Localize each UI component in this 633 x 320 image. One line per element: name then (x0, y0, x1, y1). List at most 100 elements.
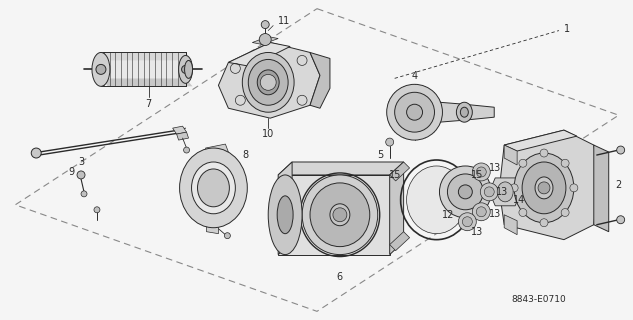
Text: 6: 6 (337, 273, 343, 283)
Circle shape (448, 174, 483, 210)
Text: 13: 13 (489, 163, 501, 173)
Text: 14: 14 (513, 195, 525, 205)
Text: 12: 12 (442, 210, 454, 220)
Text: 13: 13 (496, 187, 508, 197)
Circle shape (458, 185, 472, 199)
Ellipse shape (180, 148, 248, 228)
Ellipse shape (248, 60, 288, 105)
Polygon shape (101, 52, 185, 78)
Ellipse shape (522, 162, 566, 214)
Polygon shape (465, 104, 494, 120)
Circle shape (617, 216, 625, 224)
Circle shape (540, 219, 548, 227)
Polygon shape (489, 178, 521, 206)
Text: 8843-E0710: 8843-E0710 (511, 295, 567, 304)
Circle shape (458, 213, 476, 231)
Circle shape (538, 182, 550, 194)
Polygon shape (390, 162, 410, 181)
Text: 15: 15 (389, 170, 401, 180)
Circle shape (77, 171, 85, 179)
Polygon shape (278, 162, 292, 255)
Polygon shape (206, 144, 229, 156)
Circle shape (472, 163, 490, 181)
Polygon shape (390, 162, 404, 255)
Circle shape (261, 20, 269, 28)
Circle shape (182, 65, 189, 73)
Text: 15: 15 (471, 170, 484, 180)
Circle shape (462, 217, 472, 227)
Ellipse shape (197, 169, 229, 207)
Polygon shape (218, 43, 320, 118)
Text: 1: 1 (564, 24, 570, 34)
Circle shape (225, 233, 230, 239)
Text: 5: 5 (378, 150, 384, 160)
Text: 2: 2 (615, 180, 622, 190)
Polygon shape (101, 78, 192, 86)
Circle shape (387, 84, 442, 140)
Text: 11: 11 (278, 16, 291, 26)
Circle shape (81, 191, 87, 197)
Circle shape (260, 34, 271, 45)
Circle shape (476, 207, 486, 217)
Polygon shape (229, 43, 290, 67)
Ellipse shape (302, 175, 378, 255)
Polygon shape (101, 52, 192, 60)
Text: 9: 9 (68, 167, 74, 177)
Circle shape (385, 138, 394, 146)
Ellipse shape (460, 107, 468, 117)
Text: 13: 13 (471, 227, 484, 237)
Circle shape (561, 159, 569, 167)
Circle shape (519, 209, 527, 217)
Ellipse shape (497, 182, 513, 202)
Polygon shape (213, 148, 253, 228)
Polygon shape (415, 100, 465, 124)
Polygon shape (173, 126, 187, 134)
Polygon shape (504, 130, 577, 151)
Polygon shape (504, 145, 517, 165)
Ellipse shape (456, 102, 472, 122)
Ellipse shape (192, 162, 235, 214)
Text: 13: 13 (489, 209, 501, 219)
Polygon shape (499, 130, 599, 240)
Ellipse shape (330, 204, 350, 226)
Ellipse shape (514, 153, 574, 223)
Circle shape (519, 159, 527, 167)
Ellipse shape (310, 183, 370, 247)
Circle shape (484, 187, 494, 197)
Circle shape (406, 104, 423, 120)
Polygon shape (310, 52, 330, 108)
Circle shape (510, 184, 518, 192)
Polygon shape (278, 162, 404, 175)
Circle shape (96, 64, 106, 74)
Circle shape (333, 208, 347, 222)
Polygon shape (594, 145, 609, 232)
Circle shape (540, 149, 548, 157)
Polygon shape (504, 215, 517, 235)
Circle shape (439, 166, 491, 218)
Polygon shape (390, 232, 410, 251)
Text: 7: 7 (146, 99, 152, 109)
Ellipse shape (185, 60, 192, 78)
Text: 10: 10 (262, 129, 274, 139)
Circle shape (31, 148, 41, 158)
Polygon shape (278, 175, 390, 255)
Ellipse shape (277, 196, 293, 234)
Circle shape (184, 147, 189, 153)
Circle shape (570, 184, 578, 192)
Text: 4: 4 (411, 71, 418, 81)
Text: 8: 8 (242, 150, 248, 160)
Ellipse shape (268, 175, 302, 255)
Ellipse shape (406, 166, 467, 234)
Ellipse shape (179, 55, 192, 83)
Ellipse shape (257, 70, 279, 95)
Circle shape (476, 167, 486, 177)
Circle shape (561, 209, 569, 217)
Ellipse shape (242, 52, 294, 112)
Polygon shape (253, 36, 278, 44)
Circle shape (480, 183, 498, 201)
Polygon shape (177, 132, 189, 140)
Ellipse shape (535, 177, 553, 199)
Ellipse shape (92, 52, 110, 86)
Circle shape (94, 207, 100, 213)
Text: 3: 3 (78, 157, 84, 167)
